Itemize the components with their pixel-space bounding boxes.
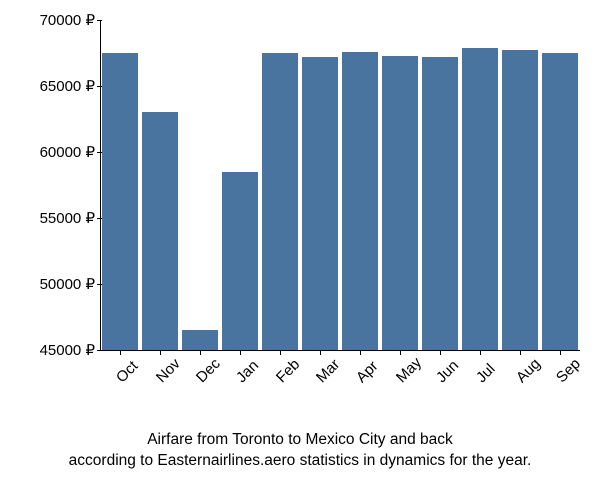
- x-label-cell: Jul: [460, 355, 500, 405]
- caption-line-1: Airfare from Toronto to Mexico City and …: [147, 431, 453, 448]
- y-tick-mark: [97, 218, 102, 219]
- y-tick-mark: [97, 20, 102, 21]
- x-label-cell: Oct: [100, 355, 140, 405]
- x-axis-line: [100, 350, 580, 351]
- x-label-cell: Apr: [340, 355, 380, 405]
- y-tick-label: 45000 ₽: [40, 341, 95, 359]
- bar: [462, 48, 498, 350]
- x-label-cell: Jan: [220, 355, 260, 405]
- x-tick-mark: [200, 350, 201, 355]
- x-label-cell: Jun: [420, 355, 460, 405]
- bar: [102, 53, 138, 350]
- x-tick-label: Jun: [433, 357, 462, 386]
- bar: [542, 53, 578, 350]
- x-tick-mark: [240, 350, 241, 355]
- x-tick-label: Mar: [313, 356, 343, 386]
- bar: [262, 53, 298, 350]
- y-tick-label: 60000 ₽: [40, 143, 95, 161]
- bar: [422, 57, 458, 350]
- plot-area: [100, 20, 580, 350]
- x-axis-labels: OctNovDec Jan Feb Mar AprMay Jun JulAugSep: [100, 355, 580, 405]
- x-tick-label: Jan: [233, 357, 262, 386]
- y-tick-label: 70000 ₽: [40, 11, 95, 29]
- x-label-cell: Feb: [260, 355, 300, 405]
- x-label-cell: Dec: [180, 355, 220, 405]
- bar: [502, 50, 538, 350]
- caption-line-2: according to Easternairlines.aero statis…: [69, 452, 532, 469]
- y-tick-mark: [97, 284, 102, 285]
- bars-group: [100, 20, 580, 350]
- bar: [382, 56, 418, 350]
- y-tick-mark: [97, 152, 102, 153]
- y-tick-label: 50000 ₽: [40, 275, 95, 293]
- x-tick-label: Oct: [113, 358, 142, 387]
- bar: [342, 52, 378, 350]
- x-tick-mark: [120, 350, 121, 355]
- x-label-cell: Sep: [540, 355, 580, 405]
- x-tick-mark: [280, 350, 281, 355]
- y-tick-mark: [97, 86, 102, 87]
- x-tick-mark: [440, 350, 441, 355]
- bar: [142, 112, 178, 350]
- bar: [222, 172, 258, 350]
- y-axis: 45000 ₽50000 ₽55000 ₽60000 ₽65000 ₽70000…: [20, 20, 95, 350]
- chart-caption: Airfare from Toronto to Mexico City and …: [0, 430, 600, 472]
- x-label-cell: Nov: [140, 355, 180, 405]
- x-tick-label: Apr: [353, 358, 382, 387]
- x-tick-mark: [160, 350, 161, 355]
- x-tick-label: Sep: [553, 355, 584, 386]
- x-tick-mark: [400, 350, 401, 355]
- y-tick-label: 65000 ₽: [40, 77, 95, 95]
- x-tick-mark: [320, 350, 321, 355]
- x-tick-mark: [360, 350, 361, 355]
- x-tick-mark: [560, 350, 561, 355]
- y-tick-mark: [97, 350, 102, 351]
- bar: [182, 330, 218, 350]
- x-tick-label: Feb: [273, 356, 303, 386]
- bar: [302, 57, 338, 350]
- y-tick-label: 55000 ₽: [40, 209, 95, 227]
- x-label-cell: Aug: [500, 355, 540, 405]
- x-tick-mark: [480, 350, 481, 355]
- x-label-cell: May: [380, 355, 420, 405]
- x-tick-label: Jul: [473, 361, 499, 387]
- x-tick-mark: [520, 350, 521, 355]
- airfare-bar-chart: 45000 ₽50000 ₽55000 ₽60000 ₽65000 ₽70000…: [20, 20, 580, 400]
- x-label-cell: Mar: [300, 355, 340, 405]
